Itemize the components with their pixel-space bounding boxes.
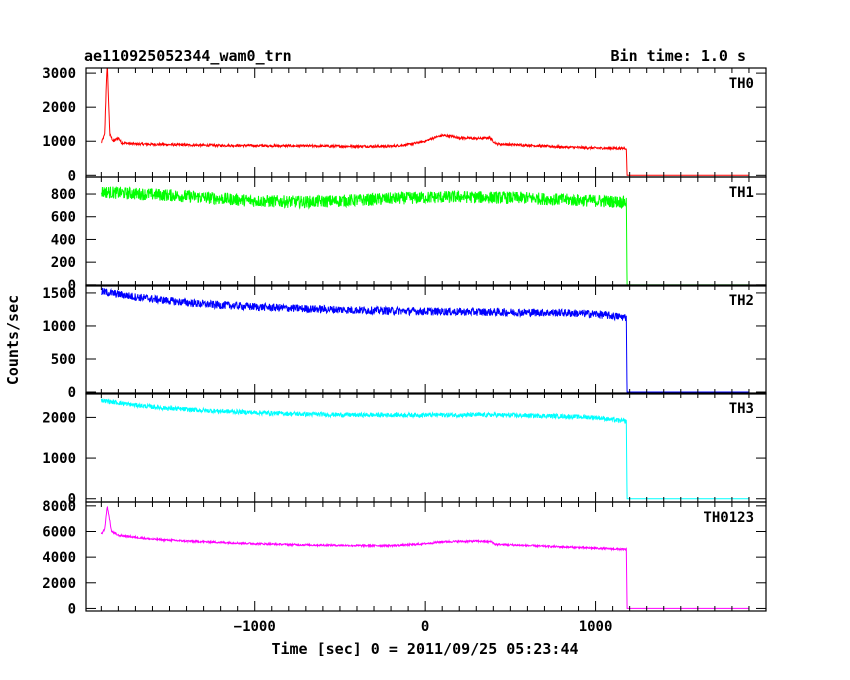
y-tick-label: 1500 (42, 286, 76, 302)
panel-label-th0: TH0 (729, 76, 754, 92)
panel-label-th0123: TH0123 (703, 510, 754, 526)
panels: 0 1000 2000 3000 TH0 0 200 400 600 800 TH1 0 500 1000… (42, 66, 767, 617)
series-line-th3 (100, 398, 749, 500)
y-tick-label: 0 (68, 278, 76, 294)
y-tick-label: 0 (68, 385, 76, 401)
y-tick-label: 1000 (42, 319, 76, 335)
y-tick-label: 6000 (42, 524, 76, 540)
y-axis-label: Counts/sec (4, 295, 22, 385)
y-tick-label: 0 (68, 601, 76, 617)
panel-frame (85, 67, 767, 178)
x-axis-label: Time [sec] 0 = 2011/09/25 05:23:44 (271, 640, 578, 658)
y-tick-label: 600 (51, 210, 76, 226)
y-tick-label: 800 (51, 187, 76, 203)
bin-time-label: Bin time: 1.0 s (611, 47, 746, 65)
y-tick-label: 400 (51, 232, 76, 248)
series-line-th1 (100, 186, 749, 286)
series-line-th2 (101, 287, 749, 393)
panel-th1: 0 200 400 600 800 TH1 (51, 176, 767, 294)
panel-th0: 0 1000 2000 3000 TH0 (42, 66, 767, 184)
x-tick-label: −1000 (234, 619, 276, 635)
y-tick-label: 2000 (42, 410, 76, 426)
y-tick-label: 200 (51, 255, 76, 271)
x-tick-label: 1000 (579, 619, 613, 635)
y-tick-label: 2000 (42, 576, 76, 592)
panel-frame (85, 284, 767, 395)
panel-th3: 0 1000 2000 TH3 (42, 392, 767, 508)
panel-th0123: 0 2000 4000 6000 8000 TH0123 (42, 499, 767, 617)
y-tick-label: 500 (51, 352, 76, 368)
panel-th2: 0 500 1000 1500 TH2 (42, 284, 767, 401)
panel-label-th2: TH2 (729, 293, 754, 309)
y-tick-label: 0 (68, 492, 76, 508)
y-tick-label: 0 (68, 168, 76, 184)
plot-title: ae110925052344_wam0_trn (84, 47, 292, 65)
panel-frame (85, 176, 767, 287)
y-tick-label: 3000 (42, 66, 76, 82)
series-line-th0 (101, 68, 749, 176)
y-tick-label: 1000 (42, 134, 76, 150)
y-tick-label: 8000 (42, 499, 76, 515)
panel-label-th3: TH3 (729, 401, 754, 417)
y-tick-label: 4000 (42, 550, 76, 566)
panel-frame (85, 501, 767, 612)
x-tick-labels: −1000 0 1000 (234, 619, 613, 635)
y-tick-label: 1000 (42, 451, 76, 467)
series-line-th0123 (100, 505, 749, 609)
x-tick-label: 0 (421, 619, 429, 635)
panel-label-th1: TH1 (729, 185, 754, 201)
y-tick-label: 2000 (42, 100, 76, 116)
